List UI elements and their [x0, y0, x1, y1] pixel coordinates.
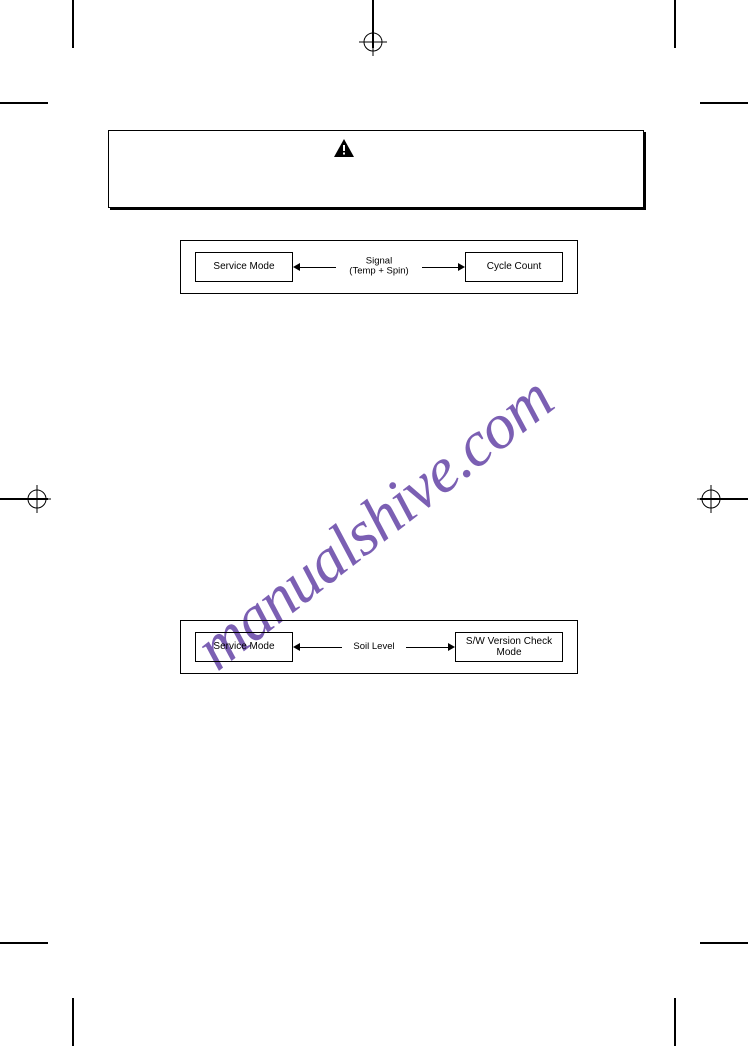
crop-mark: [0, 102, 48, 104]
registration-mark-icon: [697, 485, 725, 513]
connector-label-line: Soil Level: [346, 642, 402, 652]
diagram-cycle-count: Service Mode Signal (Temp + Spin) Cycle …: [180, 240, 578, 294]
node-label: Service Mode: [213, 261, 274, 273]
registration-mark-icon: [23, 485, 51, 513]
registration-mark-icon: [359, 28, 387, 56]
node-label-line: Mode: [496, 647, 521, 659]
connector-line: [404, 647, 448, 648]
crop-mark: [674, 0, 676, 48]
node-cycle-count: Cycle Count: [465, 252, 563, 282]
node-sw-version: S/W Version Check Mode: [455, 632, 563, 662]
node-service-mode: Service Mode: [195, 632, 293, 662]
node-label: Cycle Count: [487, 261, 541, 273]
crop-mark: [700, 942, 748, 944]
crop-mark: [674, 998, 676, 1046]
connector-line: [300, 267, 336, 268]
connector-label-line: (Temp + Spin): [340, 267, 418, 277]
node-label-line: S/W Version Check: [466, 636, 552, 648]
node-service-mode: Service Mode: [195, 252, 293, 282]
connector-line: [422, 267, 458, 268]
connector: Soil Level: [293, 632, 455, 662]
warning-box: [108, 130, 644, 208]
crop-mark: [0, 942, 48, 944]
connector-label: Soil Level: [342, 642, 406, 652]
connector: Signal (Temp + Spin): [293, 252, 465, 282]
diagram-sw-version: Service Mode Soil Level S/W Version Chec…: [180, 620, 578, 674]
crop-mark: [72, 0, 74, 48]
arrow-right-icon: [448, 643, 455, 651]
crop-mark: [72, 998, 74, 1046]
crop-mark: [700, 102, 748, 104]
connector-line: [300, 647, 344, 648]
arrow-left-icon: [293, 263, 300, 271]
arrow-left-icon: [293, 643, 300, 651]
arrow-right-icon: [458, 263, 465, 271]
connector-label: Signal (Temp + Spin): [336, 257, 422, 278]
warning-icon: [333, 138, 355, 158]
node-label: Service Mode: [213, 641, 274, 653]
